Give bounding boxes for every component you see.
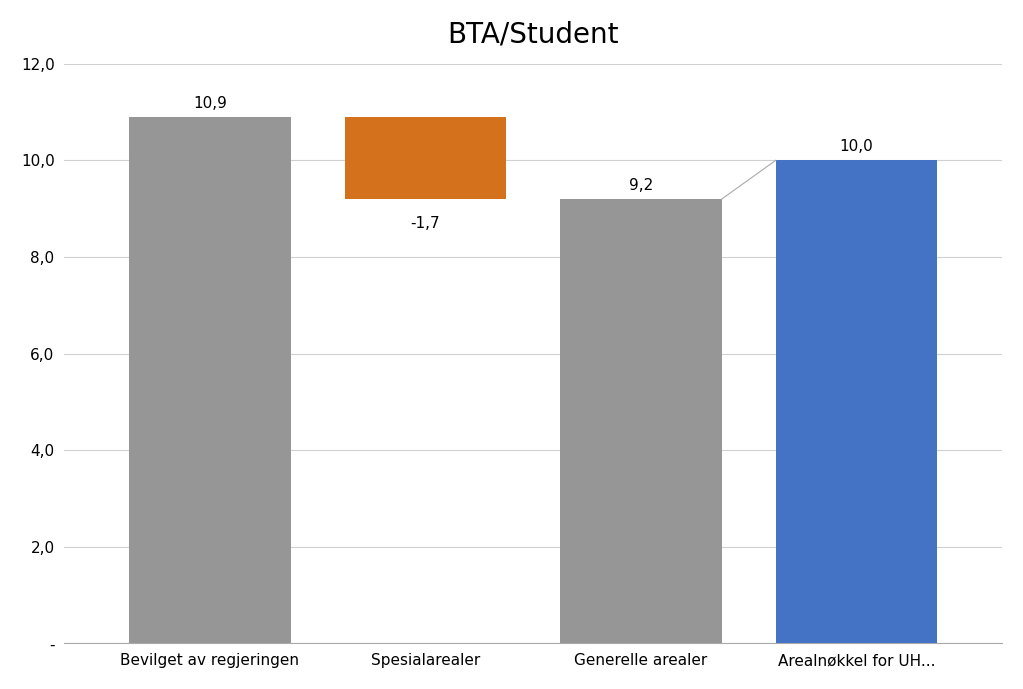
- Bar: [561, 199, 722, 644]
- Title: BTA/Student: BTA/Student: [447, 21, 619, 49]
- Bar: [345, 117, 506, 199]
- Text: 10,9: 10,9: [193, 96, 227, 111]
- Bar: [129, 117, 291, 644]
- Text: -1,7: -1,7: [410, 216, 440, 231]
- Text: 9,2: 9,2: [629, 178, 653, 193]
- Bar: [775, 161, 937, 644]
- Text: 10,0: 10,0: [840, 139, 874, 154]
